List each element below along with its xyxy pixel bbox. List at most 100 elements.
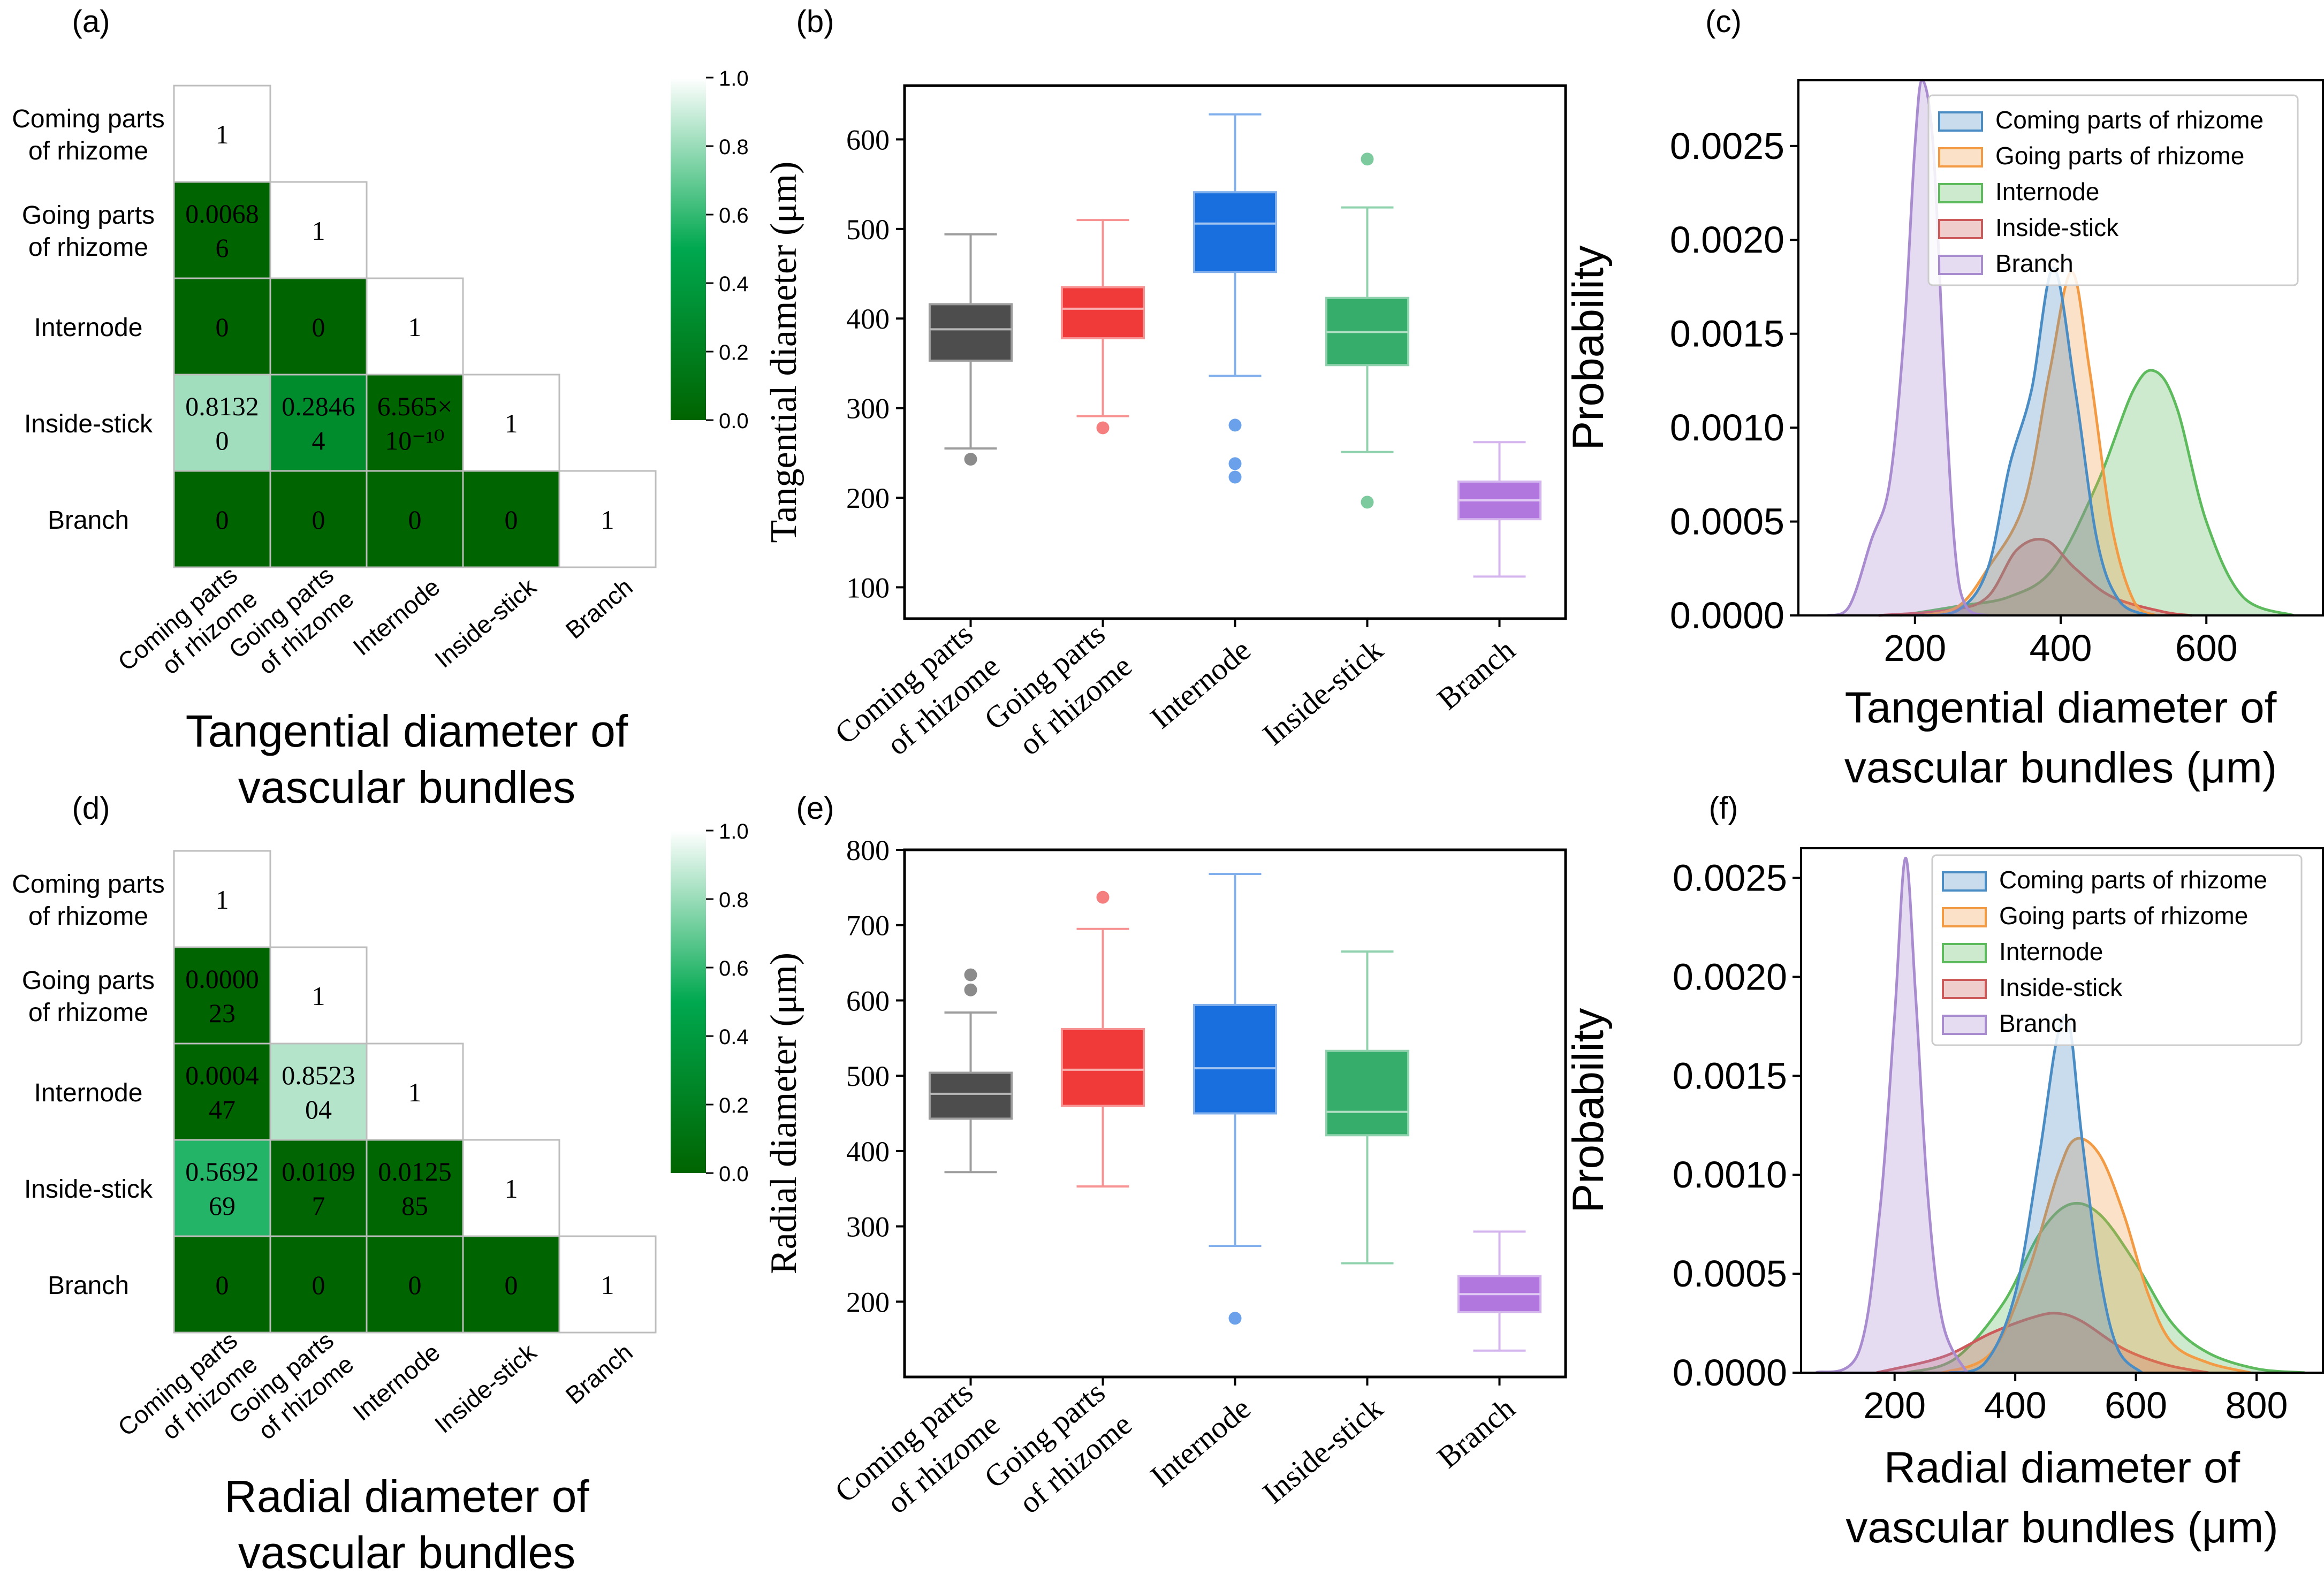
col-label: Internode: [347, 1338, 445, 1426]
heatmap-cell: [269, 374, 368, 472]
legend-swatch: [1942, 979, 1987, 999]
cell-label: 0: [408, 505, 422, 535]
kde-area: [1922, 271, 2155, 615]
y-axis-label: Probability: [1564, 246, 1613, 451]
cell-label: 0.2846: [282, 391, 355, 421]
row-label: Coming parts: [12, 870, 164, 899]
cell-label: 0: [312, 312, 325, 342]
x-tick-label: Internode: [1144, 632, 1257, 735]
cell-label: 0: [505, 1270, 518, 1300]
plot-frame: [1800, 847, 2324, 1374]
panel-label-c: (c): [1705, 4, 1742, 39]
heatmap-cell: [269, 181, 368, 279]
heatmap-cell: [173, 277, 271, 376]
panel-label-f: (f): [1709, 791, 1738, 826]
cell-label: 0: [408, 1270, 422, 1300]
heatmap-cell: [462, 1235, 560, 1334]
cell-label: 0: [216, 505, 229, 535]
panel-label-b: (b): [796, 4, 834, 39]
cell-label: 0: [505, 505, 518, 535]
colorbar-tick-label: 0.8: [719, 135, 749, 159]
cell-label: 0.8132: [185, 391, 259, 421]
heatmap-title: Radial diameter of: [224, 1471, 589, 1521]
outlier-point: [1228, 470, 1242, 484]
colorbar-tick-label: 0.0: [719, 409, 749, 433]
row-label: Internode: [34, 314, 143, 342]
cell-label: 1: [216, 885, 229, 915]
box: [1325, 1049, 1410, 1137]
x-tick-label: Internode: [1144, 1390, 1257, 1494]
row-label: Inside-stick: [24, 1175, 153, 1204]
y-tick-label: 0.0000: [1670, 595, 1784, 636]
kde-line: [1915, 267, 2149, 617]
y-tick-label: 0.0015: [1673, 1055, 1787, 1097]
row-label: of rhizome: [28, 137, 148, 165]
y-tick-label: 600: [846, 124, 890, 156]
outlier-point: [1096, 891, 1110, 904]
legend-swatch: [1942, 943, 1987, 963]
x-tick-label: Inside-stick: [1256, 632, 1389, 752]
y-axis-label: Probability: [1564, 1008, 1613, 1213]
heatmap-cell: [173, 1235, 271, 1334]
kde-panel-radial: 0.0000 0.0005 0.0010 0.0015 0.0020 0.0025 200 4…: [1564, 847, 2324, 1552]
x-axis-label: vascular bundles (μm): [1845, 1503, 2278, 1552]
cell-label: 0.0000: [185, 964, 259, 994]
cell-label: 1: [601, 505, 614, 535]
y-tick-label: 400: [846, 1136, 890, 1168]
heatmap-cell: [462, 374, 560, 472]
heatmap-cell: [269, 1235, 368, 1334]
row-label: of rhizome: [28, 233, 148, 262]
x-tick-label: 200: [1863, 1384, 1926, 1426]
row-label: Coming parts: [12, 105, 164, 133]
y-tick-label: 0.0005: [1673, 1253, 1787, 1295]
colorbar: [671, 78, 706, 420]
heatmap-cell: [173, 85, 271, 183]
row-label: Internode: [34, 1079, 143, 1107]
heatmap-cell: [269, 1139, 368, 1237]
colorbar-tick-label: 0.2: [719, 341, 749, 364]
x-tick-label: 200: [1883, 627, 1946, 669]
x-tick-label: Branch: [1431, 632, 1522, 716]
colorbar-tick-label: 0.2: [719, 1094, 749, 1117]
y-tick-label: 300: [846, 1211, 890, 1243]
legend-label: Inside-stick: [1999, 973, 2123, 1001]
kde-line: [1900, 369, 2295, 617]
y-tick-label: 800: [846, 834, 890, 866]
heatmap-cell: [366, 1042, 464, 1141]
box: [1060, 286, 1145, 340]
colorbar-tick-label: 1.0: [719, 820, 749, 843]
kde-line: [1942, 1137, 2251, 1374]
cell-label: 6: [216, 233, 229, 263]
kde-line: [1876, 1312, 2209, 1374]
cell-label: 0.8523: [282, 1060, 355, 1090]
colorbar-tick-label: 0.0: [719, 1162, 749, 1186]
outlier-point: [964, 983, 977, 996]
y-tick-label: 0.0010: [1670, 407, 1784, 448]
y-tick-label: 600: [846, 985, 890, 1017]
legend-label: Inside-stick: [1995, 214, 2119, 241]
kde-line: [1906, 1201, 2305, 1374]
y-tick-label: 0.0020: [1670, 219, 1784, 261]
cell-label: 0.5692: [185, 1156, 259, 1186]
cell-label: 10⁻¹⁰: [385, 425, 444, 455]
cell-label: 1: [505, 1174, 518, 1204]
row-label: Branch: [48, 506, 129, 535]
cell-label: 23: [209, 998, 236, 1028]
heatmap-panel-tangential: 1 Coming parts of rhizome 0.0068 6 1 Going par…: [12, 67, 748, 812]
x-tick-label: Inside-stick: [1256, 1390, 1389, 1510]
cell-label: 6.565×: [377, 391, 453, 421]
cell-label: 0: [216, 425, 229, 455]
heatmap-cell: [269, 470, 368, 568]
kde-area: [1949, 1016, 2142, 1373]
heatmap-cell: [173, 181, 271, 279]
x-tick-label: 400: [2030, 627, 2092, 669]
legend-label: Coming parts of rhizome: [1995, 106, 2264, 134]
heatmap-cell: [269, 1042, 368, 1141]
y-tick-label: 300: [846, 393, 890, 425]
cell-label: 0: [312, 1270, 325, 1300]
heatmap-cell: [366, 1235, 464, 1334]
cell-label: 1: [312, 216, 325, 246]
outlier-point: [1228, 457, 1242, 470]
